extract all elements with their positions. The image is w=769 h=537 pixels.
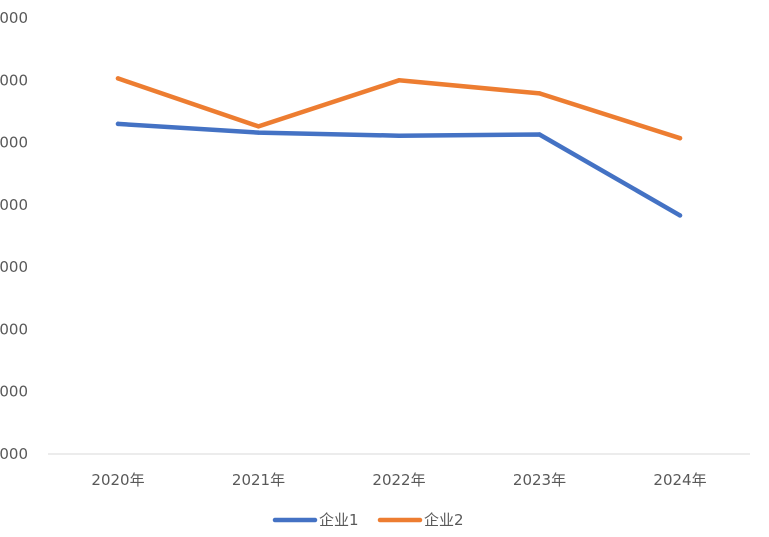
data-point bbox=[537, 132, 542, 137]
x-tick-label: 2023年 bbox=[513, 471, 566, 489]
data-point bbox=[256, 124, 261, 129]
legend-label: 企业1 bbox=[319, 511, 359, 529]
y-tick-label: 000 bbox=[0, 134, 28, 152]
y-tick-label: 000 bbox=[0, 383, 28, 401]
x-tick-label: 2021年 bbox=[232, 471, 285, 489]
y-tick-label: 000 bbox=[0, 320, 28, 338]
data-point bbox=[396, 78, 402, 83]
y-axis-tick-labels: 000 000 000 000 000 000 000 000 bbox=[0, 9, 28, 463]
legend-label: 企业2 bbox=[424, 511, 464, 529]
x-tick-label: 2022年 bbox=[372, 471, 425, 489]
data-point bbox=[537, 91, 542, 96]
data-point bbox=[396, 133, 402, 138]
data-point bbox=[115, 121, 121, 127]
x-tick-label: 2024年 bbox=[653, 471, 706, 489]
y-tick-label: 000 bbox=[0, 71, 28, 89]
series-lines bbox=[115, 76, 683, 218]
data-point bbox=[677, 213, 683, 218]
x-tick-label: 2020年 bbox=[91, 471, 144, 489]
y-tick-label: 000 bbox=[0, 258, 28, 276]
x-axis-tick-labels: 2020年 2021年 2022年 2023年 2024年 bbox=[91, 471, 706, 489]
y-tick-label: 000 bbox=[0, 196, 28, 214]
y-tick-label: 000 bbox=[0, 9, 28, 27]
data-point bbox=[256, 130, 261, 135]
data-point bbox=[115, 76, 121, 81]
legend: 企业1 企业2 bbox=[272, 511, 464, 529]
data-point bbox=[677, 136, 683, 141]
y-tick-label: 000 bbox=[0, 445, 28, 463]
